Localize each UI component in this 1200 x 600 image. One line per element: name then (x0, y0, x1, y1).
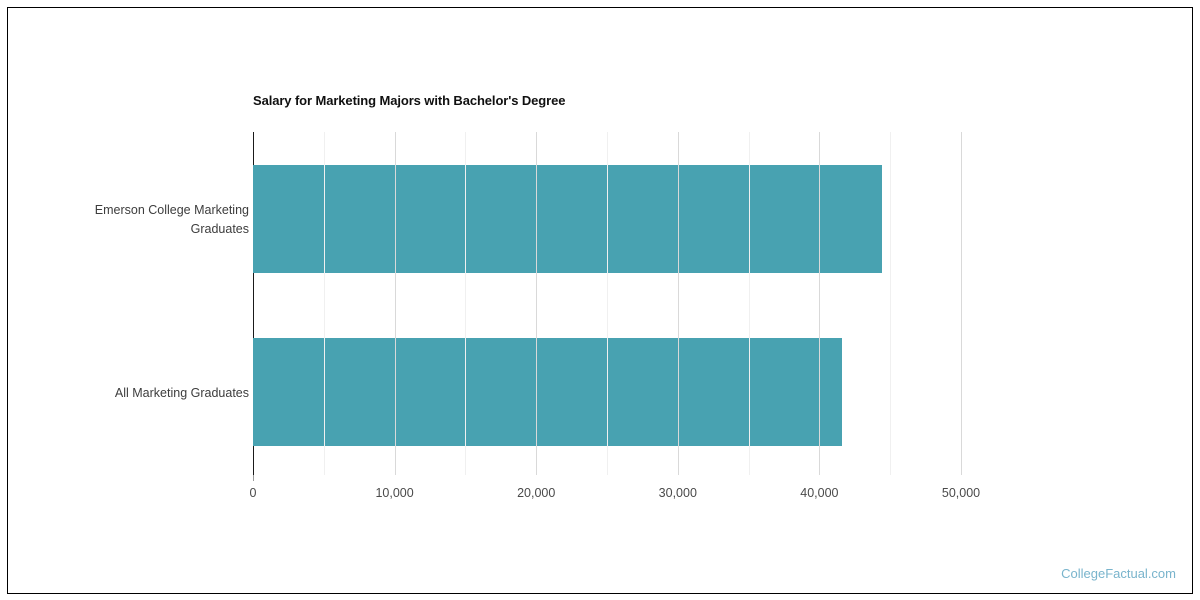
y-axis-label-0-line-1: Graduates (190, 222, 249, 236)
chart-title: Salary for Marketing Majors with Bachelo… (253, 93, 566, 108)
gridline-10000 (394, 132, 396, 475)
bar-emerson-college-marketing-graduates[interactable] (253, 165, 882, 273)
y-axis-label-0-line-0: Emerson College Marketing (94, 203, 249, 217)
x-tick-label-2: 20,000 (517, 486, 556, 500)
gridline-50000 (961, 132, 962, 475)
x-tick-label-4: 40,000 (800, 486, 839, 500)
y-axis-label-1-line-0: All Marketing Graduates (114, 386, 249, 400)
x-tick-label-5: 50,000 (941, 486, 981, 500)
y-axis-label-1: All Marketing Graduates (49, 384, 249, 403)
gridline-45000 (890, 132, 892, 475)
chart-frame: Salary for Marketing Majors with Bachelo… (7, 7, 1193, 594)
x-tick-label-1: 10,000 (375, 486, 414, 500)
plot-area (253, 132, 962, 475)
gridline-35000 (748, 132, 750, 475)
x-tick-label-0: 0 (249, 486, 257, 500)
y-axis-line (253, 132, 254, 476)
gridline-40000 (819, 132, 821, 475)
bar-all-marketing-graduates[interactable] (253, 338, 843, 446)
gridline-30000 (677, 132, 679, 475)
y-axis-label-0: Emerson College Marketing Graduates (49, 201, 249, 239)
x-tick-mark-0 (253, 475, 254, 481)
gridline-5000 (323, 132, 325, 475)
gridline-15000 (465, 132, 467, 475)
gridline-20000 (536, 132, 538, 475)
gridline-25000 (607, 132, 608, 475)
watermark-collegefactual[interactable]: CollegeFactual.com (1061, 566, 1176, 581)
x-tick-label-3: 30,000 (658, 486, 697, 500)
